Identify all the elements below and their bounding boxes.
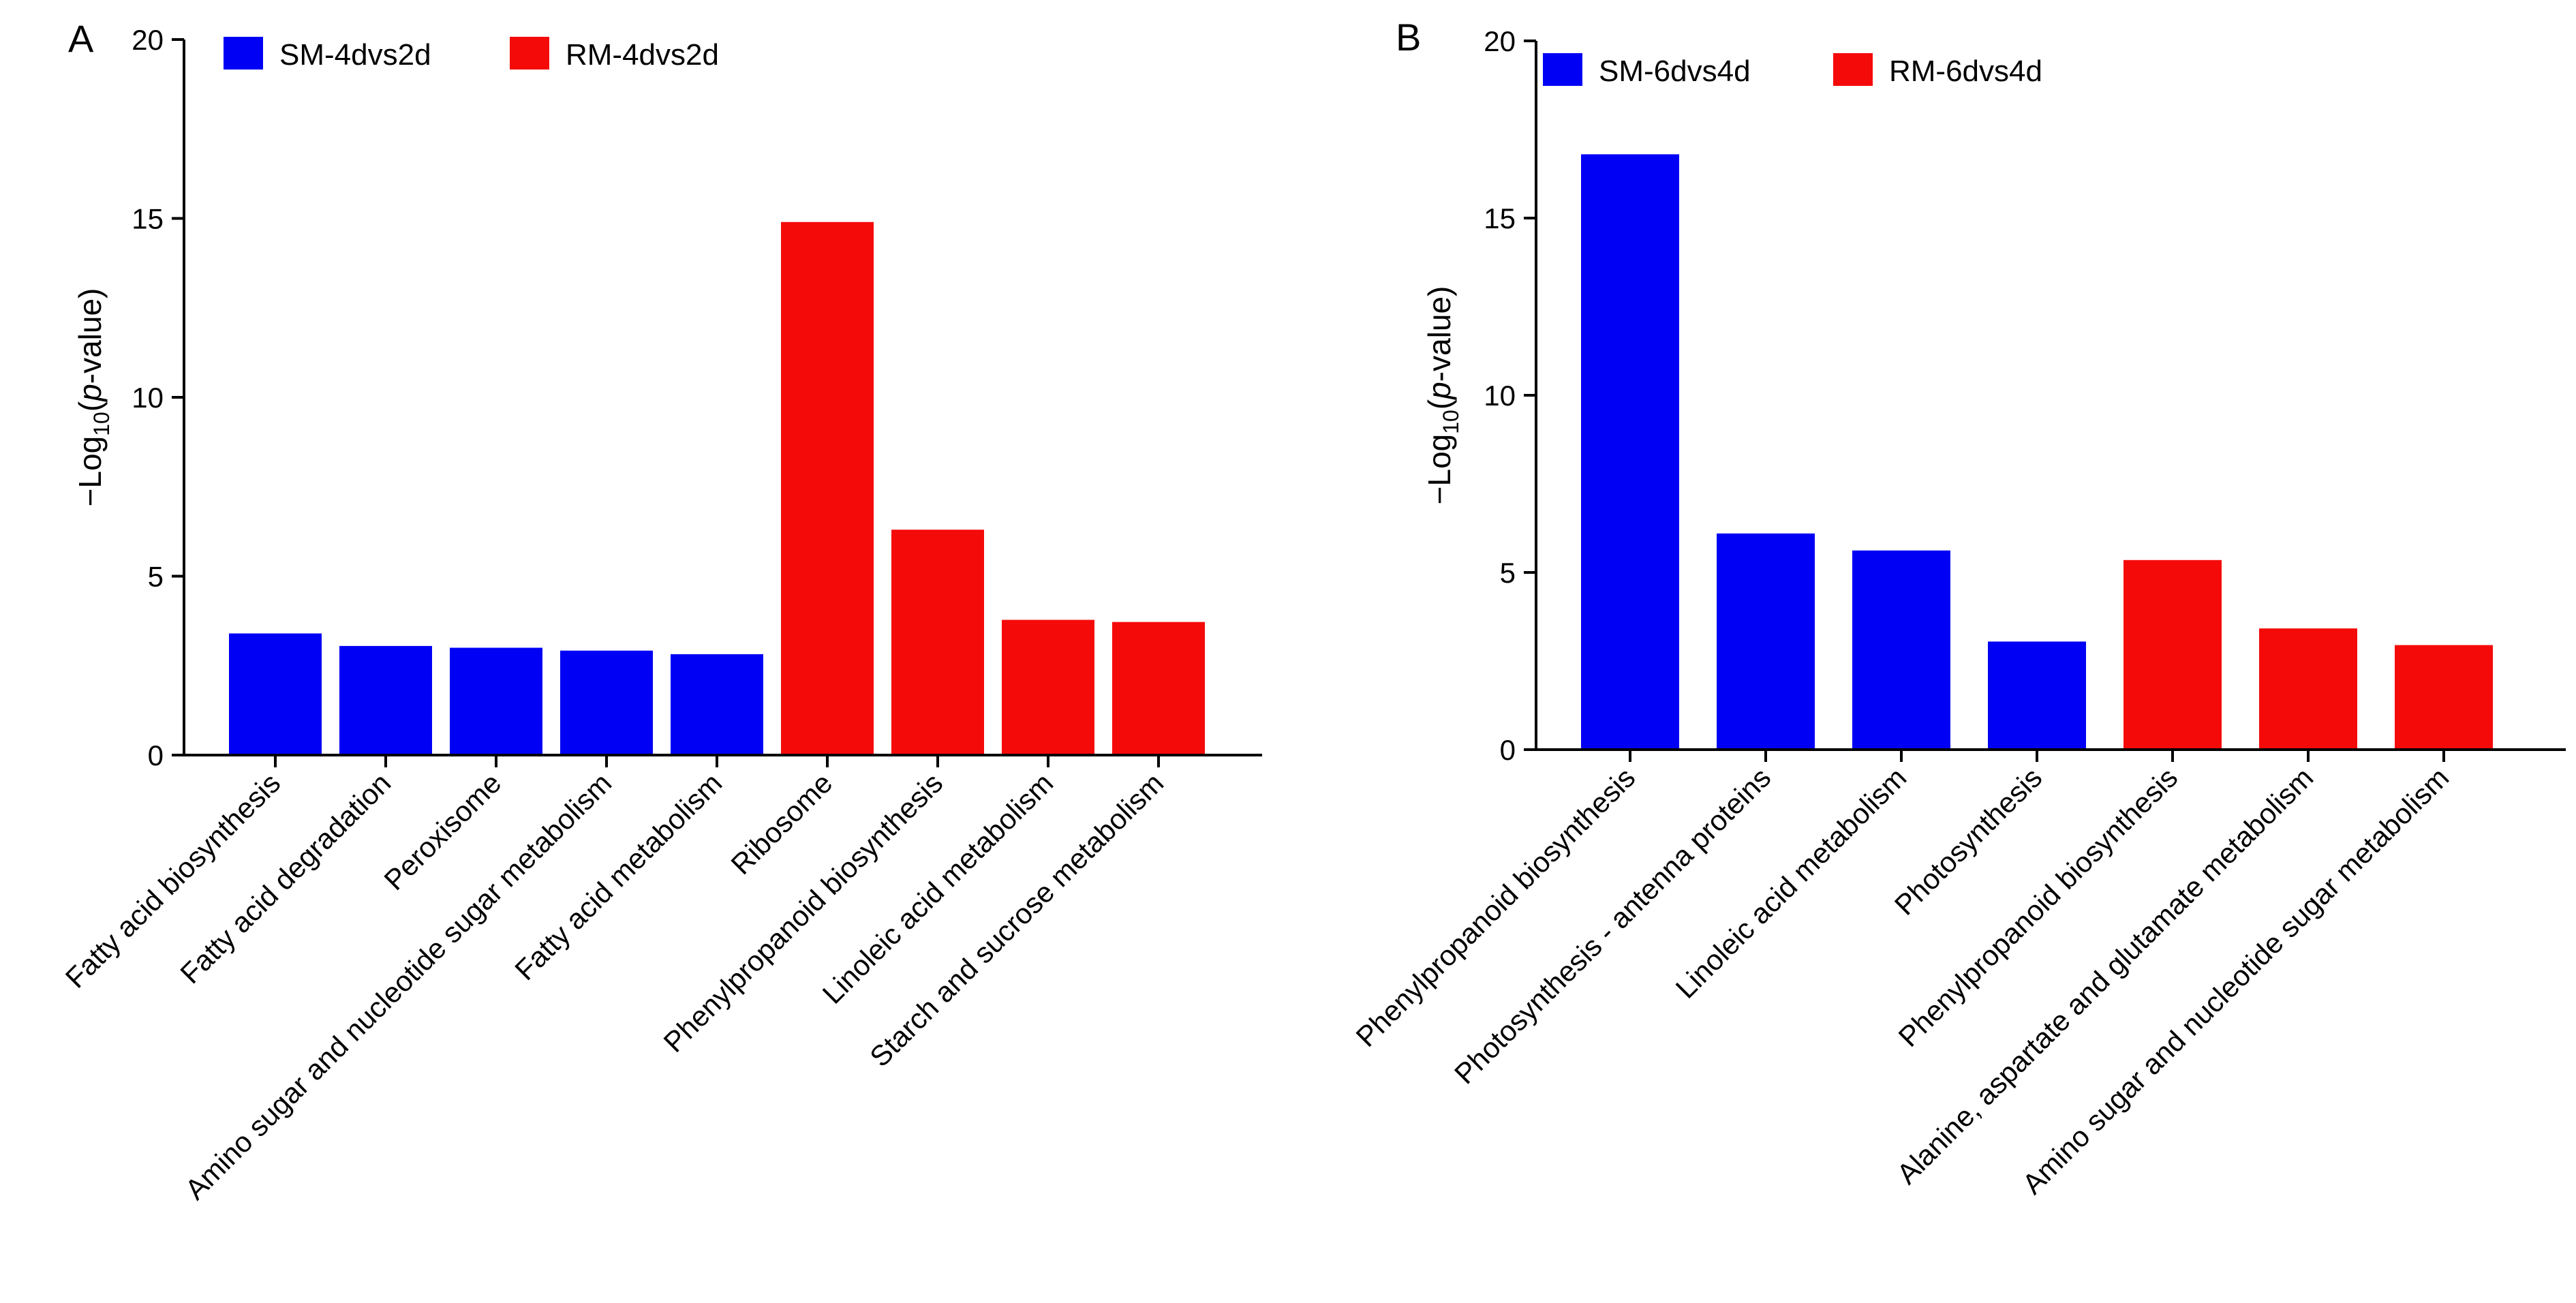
bar-2	[339, 645, 432, 755]
bar-7	[891, 530, 984, 755]
y-axis-label-part: (	[72, 401, 108, 412]
y-tick-label: 20	[1484, 25, 1516, 57]
bar-8	[1002, 619, 1094, 755]
y-tick-label: 15	[1484, 202, 1516, 234]
y-tick-label: 15	[132, 203, 164, 235]
bar-4	[560, 650, 653, 755]
panel-letter: A	[68, 17, 94, 60]
y-axis-label-part: −Log	[1422, 434, 1457, 505]
y-axis-label: −Log10(p-value)	[1422, 286, 1463, 505]
y-axis-label-part: p	[72, 384, 108, 403]
bar-5	[2123, 559, 2222, 750]
panel-letter: B	[1396, 16, 1421, 59]
bar-7	[2395, 645, 2493, 750]
y-axis-label-part: 10	[1439, 410, 1463, 434]
legend-label: SM-4dvs2d	[279, 38, 431, 72]
y-tick-label: 0	[148, 739, 164, 771]
y-axis-label: −Log10(p-value)	[72, 288, 114, 507]
legend-label: RM-4dvs2d	[566, 38, 719, 72]
y-tick-label: 5	[148, 561, 164, 593]
legend-swatch	[510, 37, 549, 70]
bar-3	[1852, 550, 1950, 750]
bar-1	[229, 633, 322, 755]
legend-swatch	[224, 37, 263, 70]
y-axis-label-part: 10	[89, 412, 114, 436]
bar-4	[1988, 641, 2086, 750]
bar-6	[2259, 628, 2357, 750]
bar-9	[1112, 622, 1205, 755]
y-axis-label-part: -value)	[72, 288, 108, 384]
legend-swatch	[1543, 53, 1582, 86]
y-tick-label: 20	[132, 24, 164, 56]
y-tick-label: 10	[1484, 380, 1516, 412]
y-axis-label-part: (	[1422, 399, 1457, 410]
bar-2	[1717, 533, 1815, 750]
bar-3	[450, 647, 542, 755]
y-axis-label-part: -value)	[1422, 286, 1457, 382]
legend-label: SM-6dvs4d	[1599, 55, 1751, 88]
y-tick-label: 10	[132, 382, 164, 414]
legend-swatch	[1833, 53, 1873, 86]
bar-6	[781, 221, 874, 755]
y-axis-label-part: −Log	[72, 436, 108, 507]
legend-label: RM-6dvs4d	[1889, 55, 2042, 88]
y-tick-label: 0	[1500, 734, 1516, 766]
bar-1	[1581, 154, 1679, 750]
y-axis-label-part: p	[1422, 382, 1457, 401]
bar-5	[671, 654, 763, 755]
y-tick-label: 5	[1500, 557, 1516, 589]
